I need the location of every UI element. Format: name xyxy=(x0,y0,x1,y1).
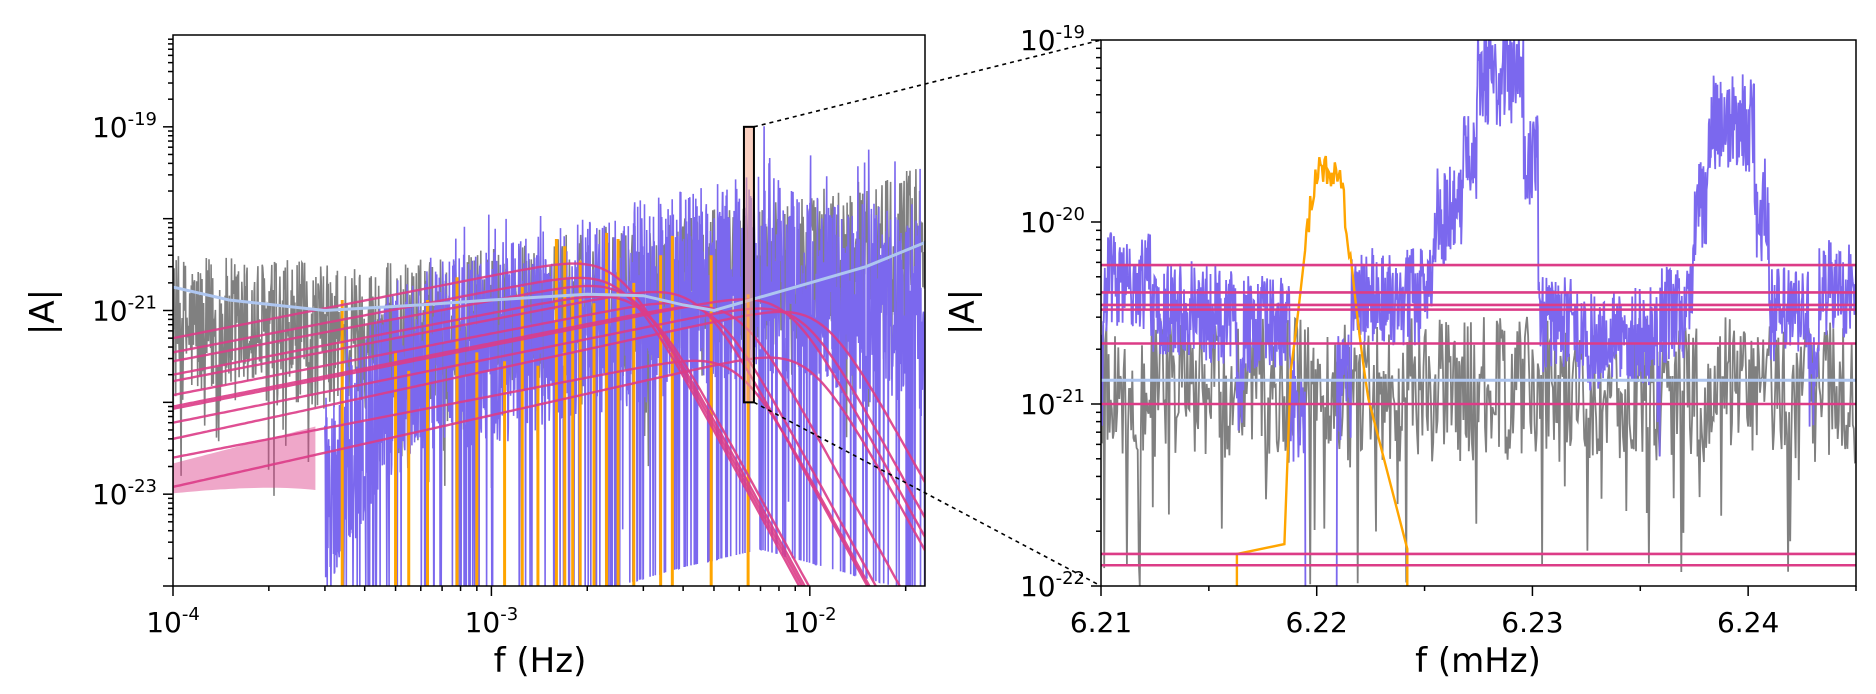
left-series-layer xyxy=(173,126,925,586)
right-y-tick-label: 10-22 xyxy=(1020,568,1085,603)
left-template-curve xyxy=(173,284,807,586)
left-y-tick-label: 10-21 xyxy=(92,293,157,328)
right-x-tick-label: 6.21 xyxy=(1070,606,1132,639)
left-template-curve xyxy=(173,295,811,586)
right-y-axis-label: |A| xyxy=(943,289,983,335)
left-y-axis-label: |A| xyxy=(23,289,63,335)
left-x-tick-label: 10-2 xyxy=(783,604,837,639)
zoom-box xyxy=(742,125,755,404)
left-template-curve xyxy=(173,276,801,586)
left-template-curve xyxy=(173,305,902,586)
zoom-connector-bottom xyxy=(753,401,1102,587)
left-sensitivity-curve xyxy=(173,241,925,313)
right-source-series xyxy=(1235,155,1409,586)
left-x-axis-label: f (Hz) xyxy=(494,641,587,681)
right-plot-frame xyxy=(1100,39,1857,587)
left-template-curve xyxy=(173,301,878,586)
right-series-layer xyxy=(1101,40,1856,586)
left-template-curve xyxy=(173,310,925,483)
right-x-tick-label: 6.24 xyxy=(1717,606,1779,639)
right-panel: 6.21 6.22 6.23 6.24 10-19 10-20 10-21 10-22 f (… xyxy=(943,22,1857,681)
left-template-curve xyxy=(173,298,925,538)
left-panel: 10-4 10-3 10-2 10-19 10-21 10-23 f (Hz) |A| xyxy=(23,34,926,681)
left-signal-series xyxy=(324,126,925,586)
zoom-indicator xyxy=(753,39,1102,587)
left-y-tick-label: 10-23 xyxy=(92,476,157,511)
right-y-tick-label: 10-19 xyxy=(1020,22,1085,57)
right-x-axis-label: f (mHz) xyxy=(1415,641,1541,681)
right-y-tick-label: 10-21 xyxy=(1020,386,1085,421)
right-axes: 6.21 6.22 6.23 6.24 10-19 10-20 10-21 10-22 xyxy=(1020,22,1857,639)
zoom-box-fill xyxy=(743,126,754,403)
right-x-tick-label: 6.23 xyxy=(1501,606,1563,639)
right-y-tick-label: 10-20 xyxy=(1020,204,1085,239)
left-template-band xyxy=(173,426,316,494)
left-y-tick-label: 10-19 xyxy=(92,109,157,144)
left-template-curve xyxy=(173,356,925,551)
zoom-connector-top xyxy=(753,39,1102,128)
left-x-tick-label: 10-3 xyxy=(465,604,519,639)
left-template-curve xyxy=(173,307,925,519)
right-x-tick-label: 6.22 xyxy=(1286,606,1348,639)
left-template-curve xyxy=(173,262,804,586)
left-axes: 10-4 10-3 10-2 10-19 10-21 10-23 xyxy=(92,38,907,639)
left-x-tick-label: 10-4 xyxy=(146,604,200,639)
right-signal-series xyxy=(1101,40,1856,586)
right-noise-series xyxy=(1101,316,1856,586)
left-template-curve xyxy=(173,359,871,586)
